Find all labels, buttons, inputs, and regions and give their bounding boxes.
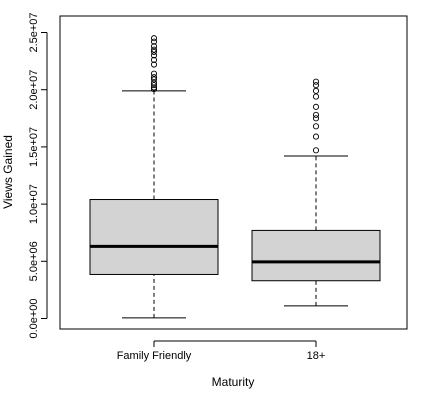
y-tick-label: 1.0e+07 — [28, 184, 40, 224]
outlier-point — [312, 87, 320, 94]
y-tick-label: 0.0e+00 — [28, 298, 40, 338]
iqr-box — [251, 229, 381, 282]
box-group-1 — [251, 78, 381, 307]
x-axis-title: Maturity — [212, 375, 255, 389]
y-tick-label: 2.0e+07 — [28, 70, 40, 110]
y-tick-label: 1.5e+07 — [28, 127, 40, 167]
outlier-point — [150, 35, 158, 42]
outlier-point — [150, 61, 158, 68]
y-axis: 0.0e+00 5.0e+06 1.0e+07 1.5e+07 2.0e+07 2.5e+… — [28, 12, 48, 339]
outlier-point — [150, 79, 158, 86]
outlier-point — [312, 82, 320, 89]
outlier-point — [150, 84, 158, 91]
y-tick-label: 2.5e+07 — [28, 12, 40, 52]
outlier-point — [150, 38, 158, 45]
x-tick-label: Family Friendly — [117, 350, 192, 362]
outlier-point — [150, 74, 158, 81]
plot-layer — [89, 35, 381, 319]
outlier-point — [150, 56, 158, 64]
plot-frame — [59, 15, 408, 330]
outlier-point — [150, 43, 158, 50]
outlier-point — [312, 111, 320, 118]
outlier-point — [312, 123, 320, 130]
outlier-point — [150, 86, 158, 93]
y-axis-title: Views Gained — [1, 135, 15, 209]
outlier-point — [312, 78, 320, 85]
outlier-point — [312, 115, 320, 122]
outlier-point — [312, 133, 320, 140]
iqr-box — [89, 199, 219, 275]
x-axis: Family Friendly 18+ — [117, 340, 326, 362]
outlier-point — [150, 48, 158, 55]
y-tick-label: 5.0e+06 — [28, 241, 40, 281]
outlier-point — [150, 82, 158, 89]
outlier-point — [312, 93, 320, 100]
outlier-point — [150, 46, 158, 53]
x-tick-label: 18+ — [307, 350, 326, 362]
outlier-point — [150, 76, 158, 83]
outlier-point — [150, 52, 158, 59]
box-group-0 — [89, 35, 219, 319]
outlier-point — [312, 103, 320, 110]
outlier-point — [312, 147, 320, 154]
outlier-point — [150, 70, 158, 77]
